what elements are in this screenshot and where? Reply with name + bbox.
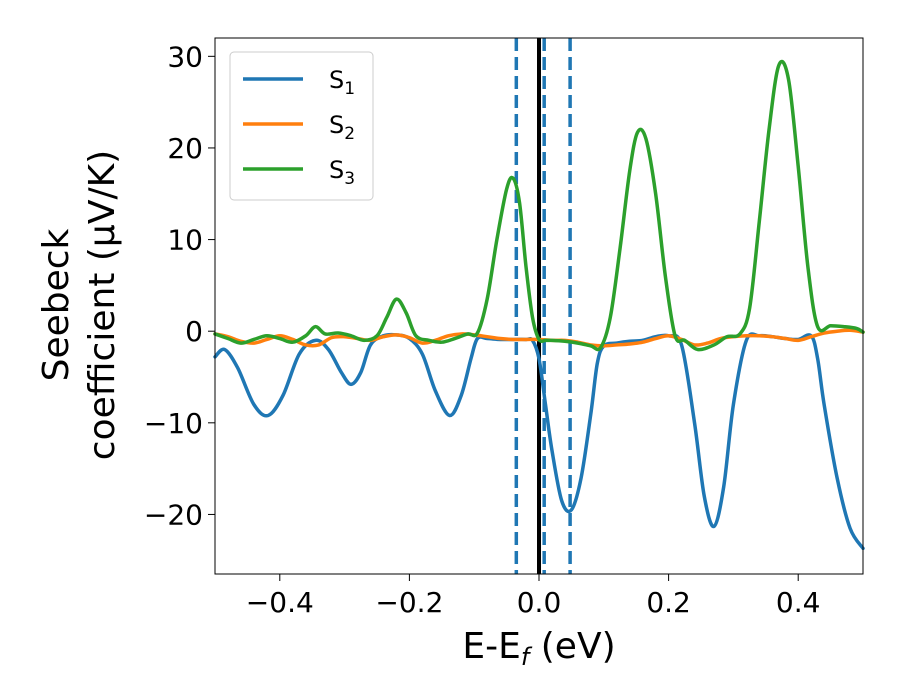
x-tick-label: 0.2 — [646, 586, 691, 619]
x-axis-label-main: E-E — [462, 626, 520, 667]
y-tick-label: 20 — [167, 132, 203, 165]
legend-label-s1: S1 — [329, 66, 355, 99]
legend-label-s3: S3 — [329, 156, 355, 189]
y-tick-label: 0 — [185, 315, 203, 348]
y-tick-label: 10 — [167, 224, 203, 257]
x-tick-label: 0.0 — [517, 586, 562, 619]
x-tick-label: −0.4 — [246, 586, 314, 619]
y-tick-label: −20 — [144, 498, 203, 531]
x-axis-label-unit: (eV) — [529, 626, 615, 667]
y-axis-label-line1: Seebeck — [36, 228, 77, 381]
vertical-reference-lines — [514, 38, 572, 574]
y-tick-label: 30 — [167, 40, 203, 73]
x-tick-label: 0.4 — [776, 586, 821, 619]
series-line-s3 — [213, 59, 865, 352]
x-axis-label: E-Ef (eV) — [462, 626, 615, 671]
y-axis-ticks: −20 −10 0 10 20 30 — [144, 40, 215, 531]
y-tick-label: −10 — [144, 407, 203, 440]
legend-box — [229, 51, 374, 201]
x-axis-ticks: −0.4 −0.2 0.0 0.2 0.4 — [246, 574, 821, 619]
y-axis-label: Seebeck coefficient (μV/K) — [36, 150, 123, 460]
x-tick-label: −0.2 — [375, 586, 443, 619]
legend-label-s2: S2 — [329, 111, 355, 144]
legend: S1 S2 S3 — [229, 51, 374, 201]
series-lines — [213, 59, 865, 551]
y-axis-label-line2: coefficient (μV/K) — [82, 150, 123, 460]
